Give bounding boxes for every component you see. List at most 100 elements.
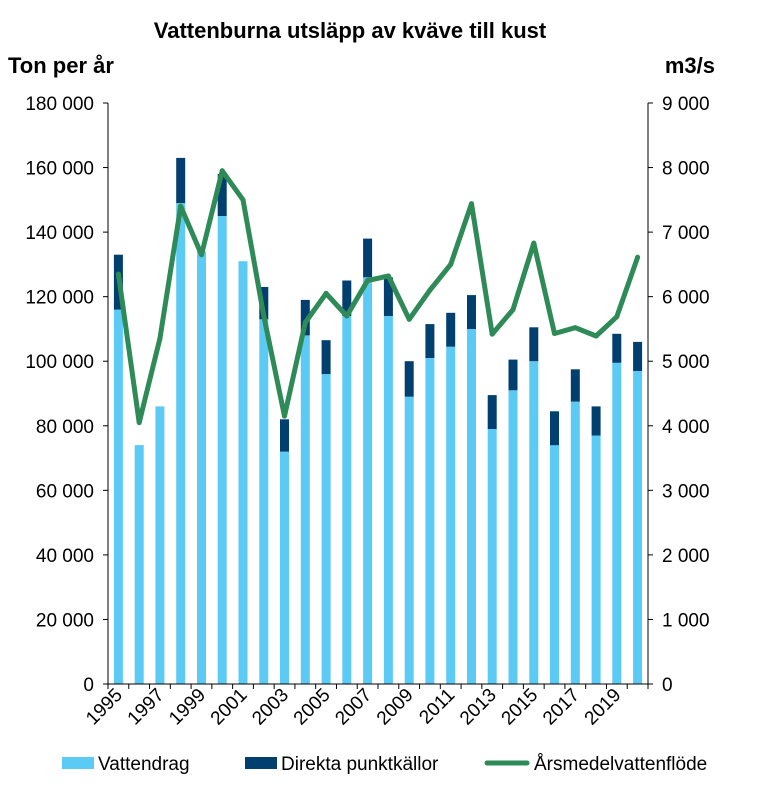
bar-direkta-punktk-llor-2020 (633, 341, 643, 371)
bar-direkta-punktk-llor-2015 (529, 327, 539, 362)
right-tick-label: 6 000 (662, 288, 710, 309)
bar-vattendrag-2010 (425, 358, 435, 684)
bar-direkta-punktk-llor-2016 (550, 411, 559, 446)
line-point-2001 (240, 197, 246, 203)
left-tick-label: 0 (83, 675, 94, 696)
x-tick-label: 2019 (581, 685, 626, 730)
line-point-2006 (344, 313, 350, 319)
left-tick-label: 180 000 (25, 94, 94, 115)
line-point-1996 (136, 420, 142, 426)
right-tick-label: 5 000 (662, 352, 710, 373)
line-point-2018 (593, 333, 599, 339)
line-point-2000 (219, 168, 225, 174)
line-point-2004 (302, 320, 308, 325)
line-point-2012 (469, 201, 474, 207)
bar-vattendrag-2019 (612, 362, 622, 684)
line-point-1998 (178, 203, 184, 209)
x-tick-label: 2003 (248, 685, 293, 730)
legend-label--rsmedelvattenfl-de: Årsmedelvattenflöde (534, 754, 707, 775)
right-tick-label: 8 000 (662, 159, 710, 180)
line-point-2019 (614, 314, 620, 320)
left-axis-title: Ton per år (8, 53, 114, 78)
line-point-2020 (635, 254, 641, 260)
line-group (115, 168, 641, 426)
line-point-2010 (427, 287, 433, 293)
bar-vattendrag-2006 (342, 316, 352, 684)
legend-label-direkta-punktk-llor: Direkta punktkällor (281, 754, 439, 775)
bar-vattendrag-1996 (134, 445, 144, 684)
line-point-1995 (115, 271, 121, 277)
right-axis-title: m3/s (665, 53, 715, 78)
left-tick-label: 80 000 (36, 417, 94, 438)
bar-vattendrag-2011 (446, 346, 456, 684)
right-tick-label: 7 000 (662, 223, 710, 244)
bar-vattendrag-2002 (259, 319, 269, 684)
bar-direkta-punktk-llor-2005 (321, 340, 331, 375)
line-point-2015 (531, 240, 537, 246)
bar-vattendrag-2007 (363, 277, 373, 684)
right-tick-label: 0 (662, 675, 673, 696)
bar-vattendrag-2004 (300, 335, 310, 684)
bar-vattendrag-2013 (487, 429, 497, 684)
bar-vattendrag-2000 (217, 216, 227, 684)
bar-direkta-punktk-llor-2012 (467, 295, 476, 329)
chart-title: Vattenburna utsläpp av kväve till kust (154, 18, 547, 43)
right-tick-label: 4 000 (662, 417, 710, 438)
x-tick-label: 2011 (415, 685, 459, 729)
bar-direkta-punktk-llor-2003 (280, 419, 289, 452)
x-tick-label: 2009 (373, 685, 418, 730)
x-tick-label: 2005 (290, 685, 335, 730)
line-point-2008 (385, 273, 391, 279)
x-tick-label: 1999 (165, 685, 210, 730)
bar-vattendrag-2015 (529, 361, 539, 684)
line-point-2013 (489, 331, 495, 337)
bar-vattendrag-2009 (404, 396, 414, 684)
bar-vattendrag-2017 (570, 401, 580, 684)
x-tick-label: 2013 (456, 685, 501, 730)
bar-vattendrag-2020 (633, 370, 643, 684)
bar-vattendrag-1997 (155, 406, 165, 684)
line-point-1999 (199, 252, 204, 258)
left-tick-label: 100 000 (25, 352, 94, 373)
bar-direkta-punktk-llor-2009 (404, 361, 414, 397)
line-point-2014 (510, 307, 516, 313)
x-tick-label: 1997 (124, 685, 169, 730)
left-tick-label: 20 000 (36, 610, 94, 631)
bar-vattendrag-2008 (383, 316, 393, 684)
bar-vattendrag-1995 (113, 309, 123, 684)
bar-direkta-punktk-llor-2019 (612, 333, 622, 363)
bar-direkta-punktk-llor-2006 (342, 280, 352, 316)
legend-label-vattendrag: Vattendrag (98, 754, 190, 775)
bar-vattendrag-2003 (280, 451, 289, 684)
bar-vattendrag-1998 (176, 203, 186, 684)
bar-direkta-punktk-llor-2018 (591, 406, 601, 436)
bar-direkta-punktk-llor-2014 (508, 359, 518, 391)
bar-direkta-punktk-llor-2013 (487, 395, 497, 429)
legend-swatch-direkta-punktk-llor (245, 757, 277, 769)
bar-direkta-punktk-llor-2011 (446, 312, 456, 347)
bar-direkta-punktk-llor-2008 (383, 277, 393, 316)
legend: Vattendrag Direkta punktkällor Årsmedelvat… (62, 754, 707, 775)
bar-direkta-punktk-llor-2004 (300, 299, 310, 336)
line-point-2005 (323, 290, 329, 296)
bar-vattendrag-1999 (197, 251, 206, 684)
bar-direkta-punktk-llor-2010 (425, 324, 435, 358)
left-tick-label: 60 000 (36, 481, 94, 502)
left-tick-label: 40 000 (36, 546, 94, 567)
left-tick-label: 140 000 (25, 223, 94, 244)
line-point-2002 (261, 313, 267, 319)
bar-vattendrag-2016 (550, 445, 559, 684)
right-tick-label: 9 000 (662, 94, 710, 115)
x-tick-label: 2015 (498, 685, 543, 730)
bar-vattendrag-2012 (467, 328, 476, 684)
line-point-2007 (365, 278, 371, 283)
left-tick-label: 120 000 (25, 288, 94, 309)
line-point-2009 (406, 316, 412, 322)
right-tick-label: 2 000 (662, 546, 710, 567)
left-tick-label: 160 000 (25, 159, 94, 180)
line-series-arsmedelvattenflode (115, 168, 641, 426)
bar-direkta-punktk-llor-2007 (363, 238, 373, 278)
line-point-2016 (552, 331, 557, 336)
bar-vattendrag-2005 (321, 374, 331, 684)
